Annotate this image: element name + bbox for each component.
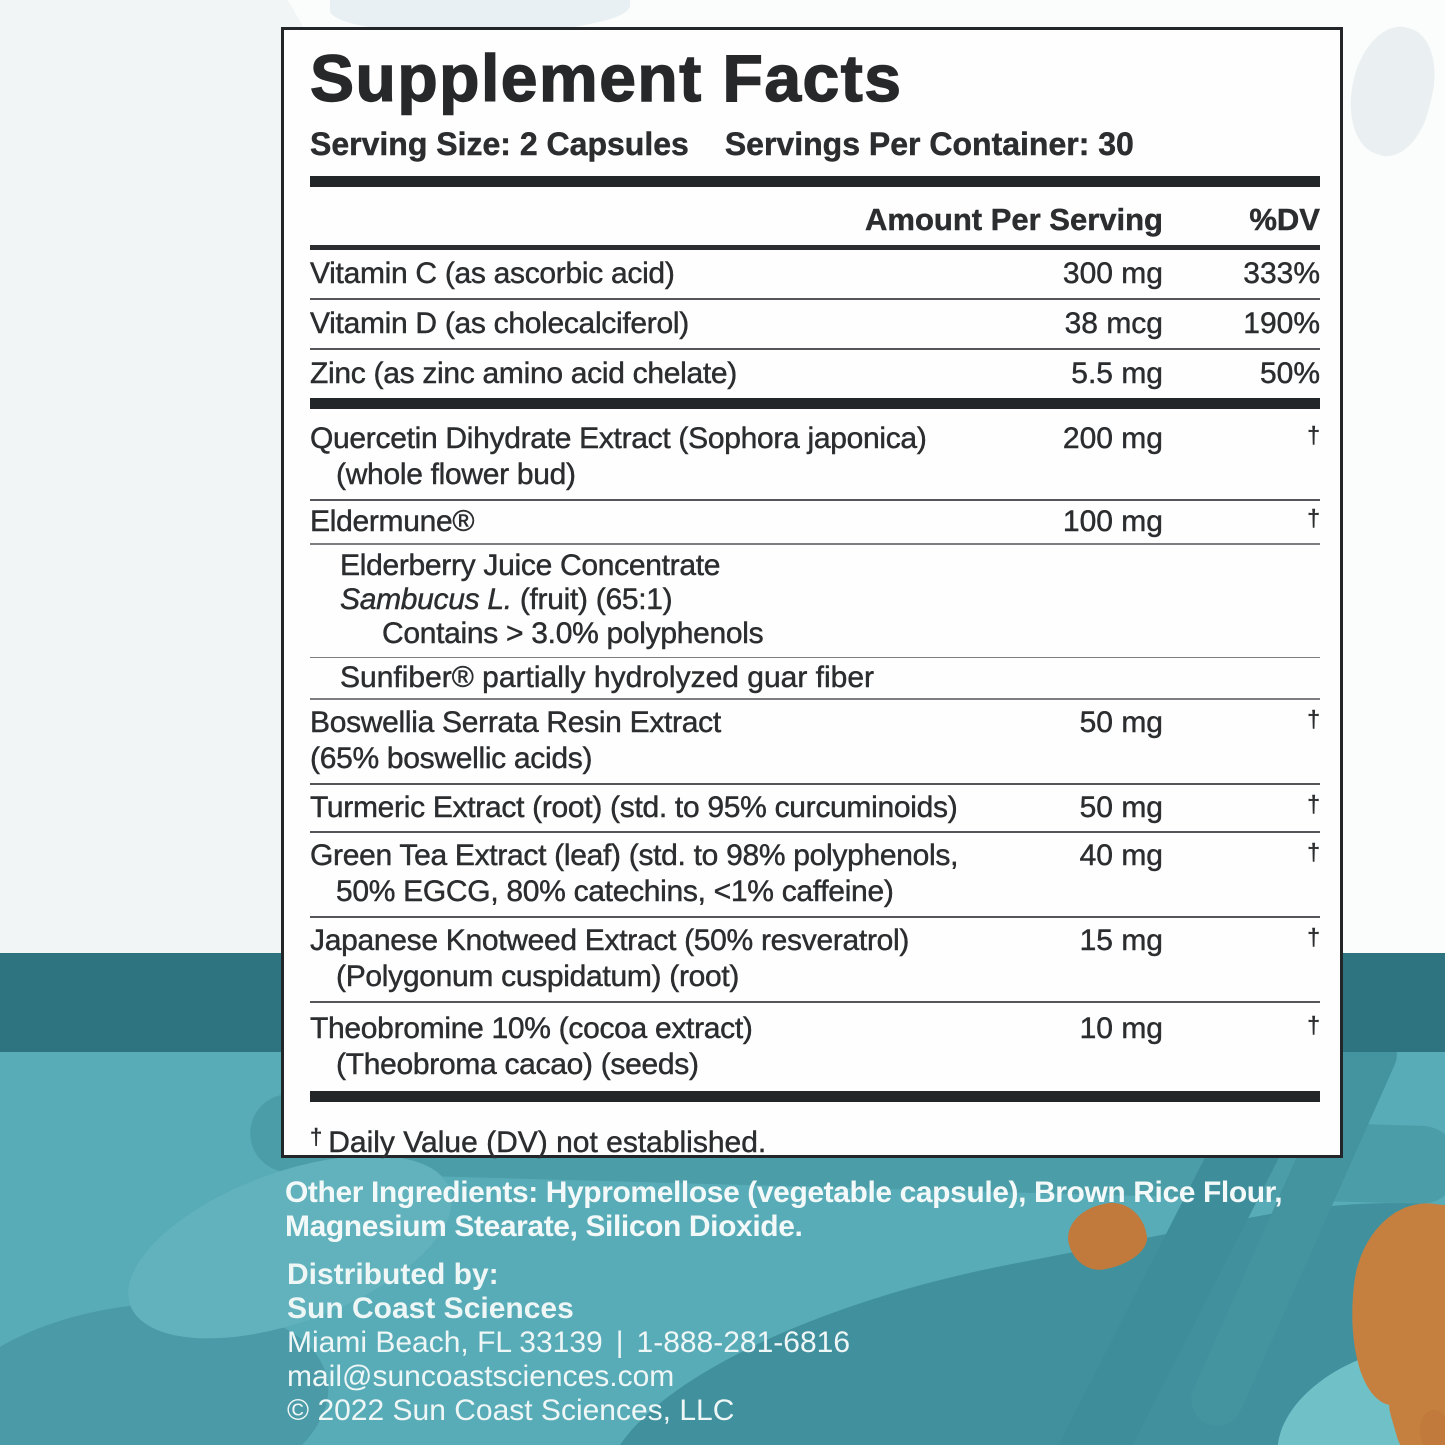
ingredient-name: Vitamin D (as cholecalciferol) xyxy=(310,307,690,340)
footnote-text: Daily Value (DV) not established. xyxy=(328,1125,767,1159)
nutrient-row-theobromine: Theobromine 10% (cocoa extract) (Theobro… xyxy=(310,1003,1320,1091)
component-name: Elderberry Juice Concentrate xyxy=(340,548,721,582)
ingredient-amount: 38 mcg xyxy=(1064,307,1163,340)
marble-swirl-topright xyxy=(1337,18,1445,164)
city: Miami Beach, FL 33139 xyxy=(287,1326,603,1359)
divider xyxy=(310,499,1320,501)
component-contains: Contains > 3.0% polyphenols xyxy=(382,616,764,650)
column-header-dv: %DV xyxy=(1249,202,1320,237)
ingredient-amount: 10 mg xyxy=(1079,1011,1163,1045)
serving-info: Serving Size: 2 Capsules Servings Per Co… xyxy=(310,125,1320,163)
nutrient-row-japanese-knotweed: Japanese Knotweed Extract (50% resveratr… xyxy=(310,918,1320,1001)
ingredient-dv: 190% xyxy=(1243,307,1320,340)
ingredient-amount: 50 mg xyxy=(1079,790,1163,824)
ingredient-name-line2: 50% EGCG, 80% catechins, <1% caffeine) xyxy=(336,874,894,908)
daily-value-footnote: † Daily Value (DV) not established. xyxy=(310,1102,1320,1161)
table-header-row: Amount Per Serving %DV xyxy=(310,187,1320,245)
other-ingredients-line1: Other Ingredients: Hypromellose (vegetab… xyxy=(285,1176,1283,1209)
ingredient-dv: 333% xyxy=(1243,257,1320,290)
distributor-block: Distributed by: Sun Coast Sciences Miami… xyxy=(287,1258,850,1428)
ingredient-name-line2: (Polygonum cuspidatum) (root) xyxy=(336,959,740,993)
eldermune-components: Elderberry Juice Concentrate Sambucus L.… xyxy=(310,545,1320,657)
divider-thick xyxy=(310,1090,1320,1102)
supplement-facts-panel: Supplement Facts Serving Size: 2 Capsule… xyxy=(281,27,1343,1161)
ingredient-amount: 300 mg xyxy=(1062,257,1164,290)
ingredient-name-line2: (65% boswellic acids) xyxy=(310,741,593,775)
ingredient-amount: 40 mg xyxy=(1079,838,1163,872)
divider-sub xyxy=(310,698,1320,700)
dagger-symbol: † xyxy=(1307,838,1320,865)
email: mail@suncoastsciences.com xyxy=(287,1360,675,1393)
ingredient-name: Green Tea Extract (leaf) (std. to 98% po… xyxy=(310,838,959,872)
copyright: © 2022 Sun Coast Sciences, LLC xyxy=(287,1394,735,1427)
ingredient-amount: 15 mg xyxy=(1079,923,1163,957)
ingredient-amount: 100 mg xyxy=(1062,505,1164,538)
ingredient-name-line2: (Theobroma cacao) (seeds) xyxy=(336,1047,699,1081)
ingredient-amount: 5.5 mg xyxy=(1071,357,1163,390)
dagger-symbol: † xyxy=(1307,505,1320,531)
divider-medium xyxy=(310,245,1320,250)
separator: | xyxy=(615,1326,624,1359)
divider-thick xyxy=(310,398,1320,409)
orange-patch xyxy=(1420,1410,1445,1445)
dagger-symbol: † xyxy=(1307,422,1320,448)
dagger-symbol: † xyxy=(1307,1011,1320,1038)
component-name: Sunfiber® partially hydrolyzed guar fibe… xyxy=(340,661,875,694)
divider xyxy=(310,782,1320,785)
component-latin-line: Sambucus L. (fruit) (65:1) xyxy=(310,582,1320,617)
divider xyxy=(310,1000,1320,1003)
ingredient-name: Turmeric Extract (root) (std. to 95% cur… xyxy=(310,790,958,824)
nutrient-row-zinc: Zinc (as zinc amino acid chelate) 5.5 mg… xyxy=(310,350,1320,398)
divider xyxy=(310,348,1320,350)
dagger-symbol: † xyxy=(1307,923,1320,950)
nutrient-row-vitamin-c: Vitamin C (as ascorbic acid) 300 mg 333% xyxy=(310,250,1320,298)
nutrient-row-quercetin: Quercetin Dihydrate Extract (Sophora jap… xyxy=(310,409,1320,499)
phone: 1-888-281-6816 xyxy=(636,1326,851,1359)
address-line: Miami Beach, FL 33139 | 1-888-281-6816 xyxy=(287,1326,850,1360)
other-ingredients: Other Ingredients: Hypromellose (vegetab… xyxy=(285,1176,1395,1244)
ingredient-amount: 200 mg xyxy=(1062,422,1164,455)
divider xyxy=(310,830,1320,833)
latin-name: Sambucus L. xyxy=(340,582,513,616)
divider-thick xyxy=(310,176,1320,187)
ingredient-amount: 50 mg xyxy=(1079,705,1163,739)
ingredient-name: Quercetin Dihydrate Extract (Sophora jap… xyxy=(310,422,927,455)
ingredient-name: Zinc (as zinc amino acid chelate) xyxy=(310,357,738,390)
divider xyxy=(310,915,1320,918)
servings-per-container: Servings Per Container: 30 xyxy=(724,126,1134,162)
ingredient-name: Vitamin C (as ascorbic acid) xyxy=(310,257,675,290)
distributed-by-heading: Distributed by: xyxy=(287,1258,499,1291)
ingredient-name: Theobromine 10% (cocoa extract) xyxy=(310,1011,753,1045)
serving-size: Serving Size: 2 Capsules xyxy=(310,126,689,162)
dagger-symbol: † xyxy=(1307,790,1320,817)
latin-suffix: (fruit) (65:1) xyxy=(511,582,673,616)
divider xyxy=(310,298,1320,300)
ingredient-name: Japanese Knotweed Extract (50% resveratr… xyxy=(310,923,910,957)
panel-title: Supplement Facts xyxy=(309,41,903,115)
nutrient-row-vitamin-d: Vitamin D (as cholecalciferol) 38 mcg 19… xyxy=(310,300,1320,348)
ingredient-dv: 50% xyxy=(1259,357,1320,390)
dagger-symbol: † xyxy=(310,1123,323,1149)
ingredient-name: Eldermune® xyxy=(310,505,475,538)
ingredient-name: Boswellia Serrata Resin Extract xyxy=(310,705,722,739)
nutrient-row-turmeric: Turmeric Extract (root) (std. to 95% cur… xyxy=(310,785,1320,831)
nutrient-row-eldermune: Eldermune® 100 mg † xyxy=(310,501,1320,543)
other-ingredients-line2: Magnesium Stearate, Silicon Dioxide. xyxy=(285,1210,803,1243)
dagger-symbol: † xyxy=(1307,705,1320,732)
divider-sub xyxy=(310,656,1320,658)
nutrient-row-boswellia: Boswellia Serrata Resin Extract (65% bos… xyxy=(310,700,1320,783)
ingredient-name-line2: (whole flower bud) xyxy=(336,458,576,491)
company-name: Sun Coast Sciences xyxy=(287,1292,574,1325)
divider-sub xyxy=(310,543,1320,545)
sunfiber-row: Sunfiber® partially hydrolyzed guar fibe… xyxy=(310,658,1320,698)
column-header-amount: Amount Per Serving xyxy=(865,202,1163,237)
nutrient-row-green-tea: Green Tea Extract (leaf) (std. to 98% po… xyxy=(310,833,1320,916)
